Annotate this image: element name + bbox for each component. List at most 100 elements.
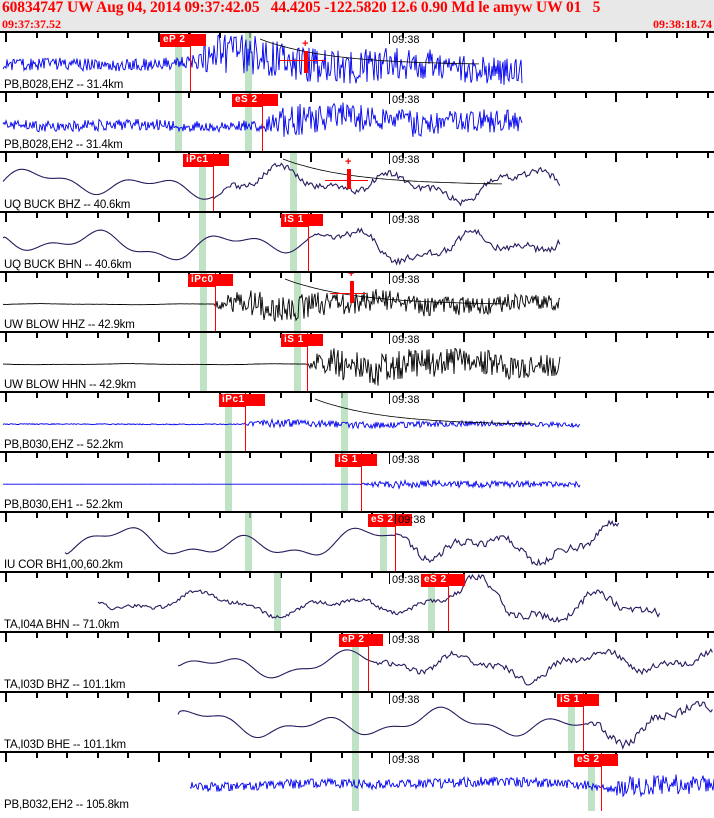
phase-pick-label[interactable]: eP 2 [339,634,383,646]
phase-pick-label[interactable]: iS 1 [281,334,323,346]
trace-panel[interactable]: iPc1 09:38 PB,B030,EHZ -- 52.2km [0,391,714,451]
axis-tick [615,633,617,642]
trace-panel[interactable]: eS 2 09:38 TA,I04A BHN -- 71.0km [0,571,714,631]
trace-panel[interactable]: iPc1 +09:38 UQ BUCK BHZ -- 40.6km [0,151,714,211]
waveform-trace [64,519,620,567]
channel-label[interactable]: UQ BUCK BHZ -- 40.6km [4,199,131,211]
axis-tick [158,453,160,462]
axis-tick [188,513,190,518]
channel-label[interactable]: PB,B032,EH2 -- 105.8km [4,799,129,811]
phase-pick-line[interactable] [395,513,396,571]
axis-tick [5,513,7,522]
axis-tick [158,213,160,222]
axis-tick [219,93,221,98]
trace-panel[interactable]: eS 2 09:38 PB,B032,EH2 -- 105.8km [0,751,714,811]
minute-tick [389,213,390,224]
phase-pick-label[interactable]: eS 2 [368,514,412,526]
phase-pick-label[interactable]: eS 2 [232,94,278,106]
axis-tick [5,453,7,462]
axis-tick [493,333,495,338]
channel-label[interactable]: PB,B030,EHZ -- 52.2km [4,439,124,451]
axis-tick [463,33,465,42]
phase-pick-label[interactable]: iS 1 [557,694,599,706]
axis-tick [554,153,556,158]
phase-pick-line[interactable] [368,633,369,691]
phase-pick-line[interactable] [262,93,263,151]
trace-panel[interactable]: iS 1 09:38 TA,I03D BHE -- 101.1km [0,691,714,751]
axis-tick [463,753,465,762]
axis-tick [158,633,160,642]
channel-label[interactable]: UW BLOW HHZ -- 42.9km [4,319,135,331]
phase-pick-label[interactable]: iS 1 [335,454,377,466]
axis-tick [493,153,495,158]
phase-pick-label[interactable]: iS 1 [281,214,323,226]
axis-tick [36,213,38,218]
trace-panel[interactable]: eP 2 09:38 TA,I03D BHZ -- 101.1km [0,631,714,691]
axis-tick [402,93,404,98]
phase-pick-line[interactable] [190,33,191,91]
axis-tick [127,513,129,518]
axis-tick [493,753,495,758]
channel-label[interactable]: PB,B028,EH2 -- 31.4km [4,139,123,151]
axis-tick [646,633,648,638]
axis-tick [371,333,373,338]
axis-tick [402,213,404,218]
phase-pick-line[interactable] [361,453,362,511]
phase-pick-line[interactable] [215,273,216,331]
axis-tick [646,273,648,278]
axis-tick [36,273,38,278]
phase-pick-line[interactable] [308,213,309,271]
channel-label[interactable]: IU COR BH1,00,60.2km [4,559,123,571]
axis-tick [97,153,99,158]
trace-panel[interactable]: iPc0 +09:38 UW BLOW HHZ -- 42.9km [0,271,714,331]
phase-pick-label[interactable]: eS 2 [574,754,618,766]
phase-pick-label[interactable]: eP 2 [160,34,206,46]
axis-tick [493,453,495,458]
axis-tick [554,93,556,98]
channel-label[interactable]: TA,I04A BHN -- 71.0km [4,619,120,631]
axis-tick [554,213,556,218]
axis-tick [493,393,495,398]
trace-panel[interactable]: iS 1 09:38 PB,B030,EH1 -- 52.2km [0,451,714,511]
phase-pick-line[interactable] [583,693,584,751]
axis-tick [585,453,587,458]
amplitude-marker[interactable] [350,281,354,303]
axis-tick [249,153,251,158]
axis-tick [432,333,434,338]
phase-pick-line[interactable] [448,573,449,631]
trace-panel[interactable]: eP 2 +09:38 PB,B028,EHZ -- 31.4km [0,31,714,91]
channel-label[interactable]: PB,B030,EH1 -- 52.2km [4,499,123,511]
phase-pick-line[interactable] [307,333,308,391]
trace-panel[interactable]: eS 2 09:38 IU COR BH1,00,60.2km [0,511,714,571]
phase-pick-connector [188,286,215,287]
axis-tick [188,213,190,218]
phase-pick-line[interactable] [213,153,214,211]
amplitude-marker[interactable] [347,169,351,189]
trace-panel[interactable]: iS 1 09:38 UQ BUCK BHN -- 40.6km [0,211,714,271]
phase-pick-label[interactable]: iPc1 [183,154,229,166]
channel-label[interactable]: TA,I03D BHZ -- 101.1km [4,679,126,691]
phase-pick-line[interactable] [245,393,246,451]
minute-time-label: 09:38 [392,214,420,226]
amplitude-marker-plus-icon: + [302,38,309,50]
trace-panel[interactable]: eS 2 09:38 PB,B028,EH2 -- 31.4km [0,91,714,151]
channel-label[interactable]: UQ BUCK BHN -- 40.6km [4,259,132,271]
channel-label[interactable]: UW BLOW HHN -- 42.9km [4,379,136,391]
minute-time-label: 09:38 [392,574,420,586]
axis-tick [188,93,190,98]
phase-pick-label[interactable]: iPc1 [219,394,265,406]
axis-tick [127,153,129,158]
axis-tick [707,33,709,38]
time-axis-ticks [0,693,714,702]
phase-pick-line[interactable] [601,753,602,811]
phase-pick-label[interactable]: eS 2 [421,574,465,586]
phase-pick-label[interactable]: iPc0 [188,274,233,286]
channel-label[interactable]: TA,I03D BHE -- 101.1km [4,739,126,751]
axis-tick [341,333,343,338]
trace-panel[interactable]: iS 1 09:38 UW BLOW HHN -- 42.9km [0,331,714,391]
axis-tick [249,573,251,578]
channel-label[interactable]: PB,B028,EHZ -- 31.4km [4,79,124,91]
axis-tick [463,393,465,402]
amplitude-marker[interactable] [304,51,308,73]
axis-tick [432,33,434,38]
